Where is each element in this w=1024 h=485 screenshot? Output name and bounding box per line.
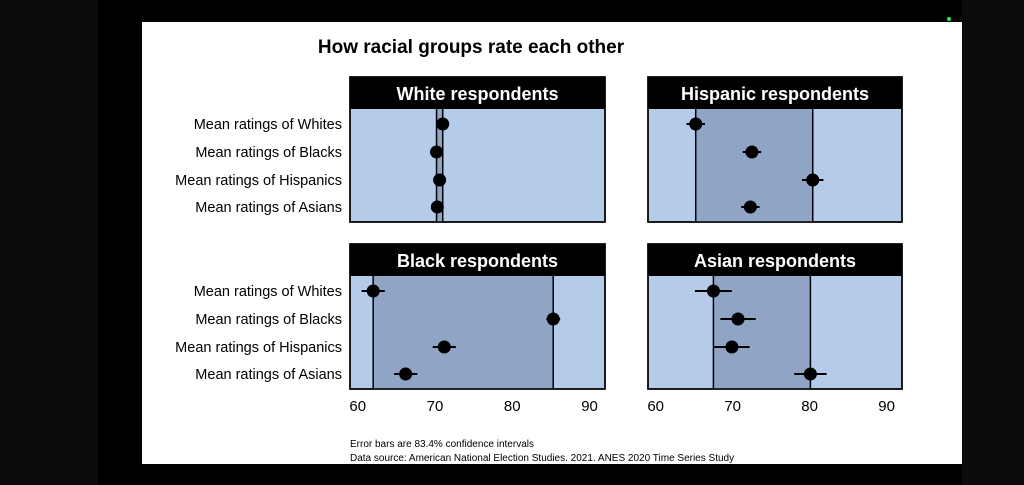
data-point	[433, 173, 447, 187]
panel-title: White respondents	[396, 84, 558, 104]
data-point	[745, 145, 759, 159]
row-label: Mean ratings of Whites	[194, 284, 342, 300]
note-error-bars: Error bars are 83.4% confidence interval…	[350, 439, 534, 450]
panel-title: Asian respondents	[694, 251, 856, 271]
data-point	[803, 367, 817, 381]
x-tick-label: 90	[581, 398, 598, 415]
panel-4: Asian respondents	[647, 243, 903, 390]
row-label: Mean ratings of Asians	[195, 200, 342, 216]
x-tick-label: 60	[647, 398, 664, 415]
x-tick-label: 80	[504, 398, 521, 415]
row-label: Mean ratings of Hispanics	[175, 173, 342, 189]
status-indicator-dot	[947, 17, 951, 21]
row-label: Mean ratings of Hispanics	[175, 340, 342, 356]
x-tick-label: 70	[724, 398, 741, 415]
data-point	[806, 173, 820, 187]
chart-slide: How racial groups rate each other White …	[142, 22, 962, 464]
panel-frame	[647, 76, 903, 223]
x-tick-label: 60	[349, 398, 366, 415]
chart-title: How racial groups rate each other	[318, 37, 625, 58]
range-band	[713, 276, 811, 389]
row-label: Mean ratings of Blacks	[195, 312, 342, 328]
x-tick-label: 70	[427, 398, 444, 415]
data-point	[399, 367, 413, 381]
panel-frame	[349, 243, 606, 390]
data-point	[366, 284, 380, 298]
x-tick-label: 80	[801, 398, 818, 415]
panel-frame	[349, 76, 606, 223]
row-label: Mean ratings of Blacks	[195, 145, 342, 161]
panel-3: Black respondents	[349, 243, 606, 390]
panel-header	[350, 244, 605, 276]
panel-title: Black respondents	[397, 251, 558, 271]
range-band	[436, 109, 443, 222]
panel-frame	[647, 243, 903, 390]
data-point	[731, 312, 745, 326]
left-dark-margin	[0, 0, 98, 485]
data-point	[430, 200, 444, 214]
note-data-source: Data source: American National Election …	[350, 453, 734, 464]
panel-header	[350, 77, 605, 109]
panel-1: White respondents	[349, 76, 606, 223]
data-point	[725, 340, 739, 354]
panel-header	[648, 77, 902, 109]
data-point	[436, 117, 450, 131]
data-point	[743, 200, 757, 214]
panel-title: Hispanic respondents	[681, 84, 869, 104]
x-tick-label: 90	[878, 398, 895, 415]
data-point	[689, 117, 703, 131]
data-point	[546, 312, 560, 326]
row-label: Mean ratings of Asians	[195, 367, 342, 383]
right-dark-margin	[962, 0, 1024, 485]
data-point	[430, 145, 444, 159]
panel-2: Hispanic respondents	[647, 76, 903, 223]
panel-header	[648, 244, 902, 276]
dot-plot-chart: How racial groups rate each other White …	[175, 37, 903, 464]
row-label: Mean ratings of Whites	[194, 117, 342, 133]
data-point	[706, 284, 720, 298]
data-point	[437, 340, 451, 354]
